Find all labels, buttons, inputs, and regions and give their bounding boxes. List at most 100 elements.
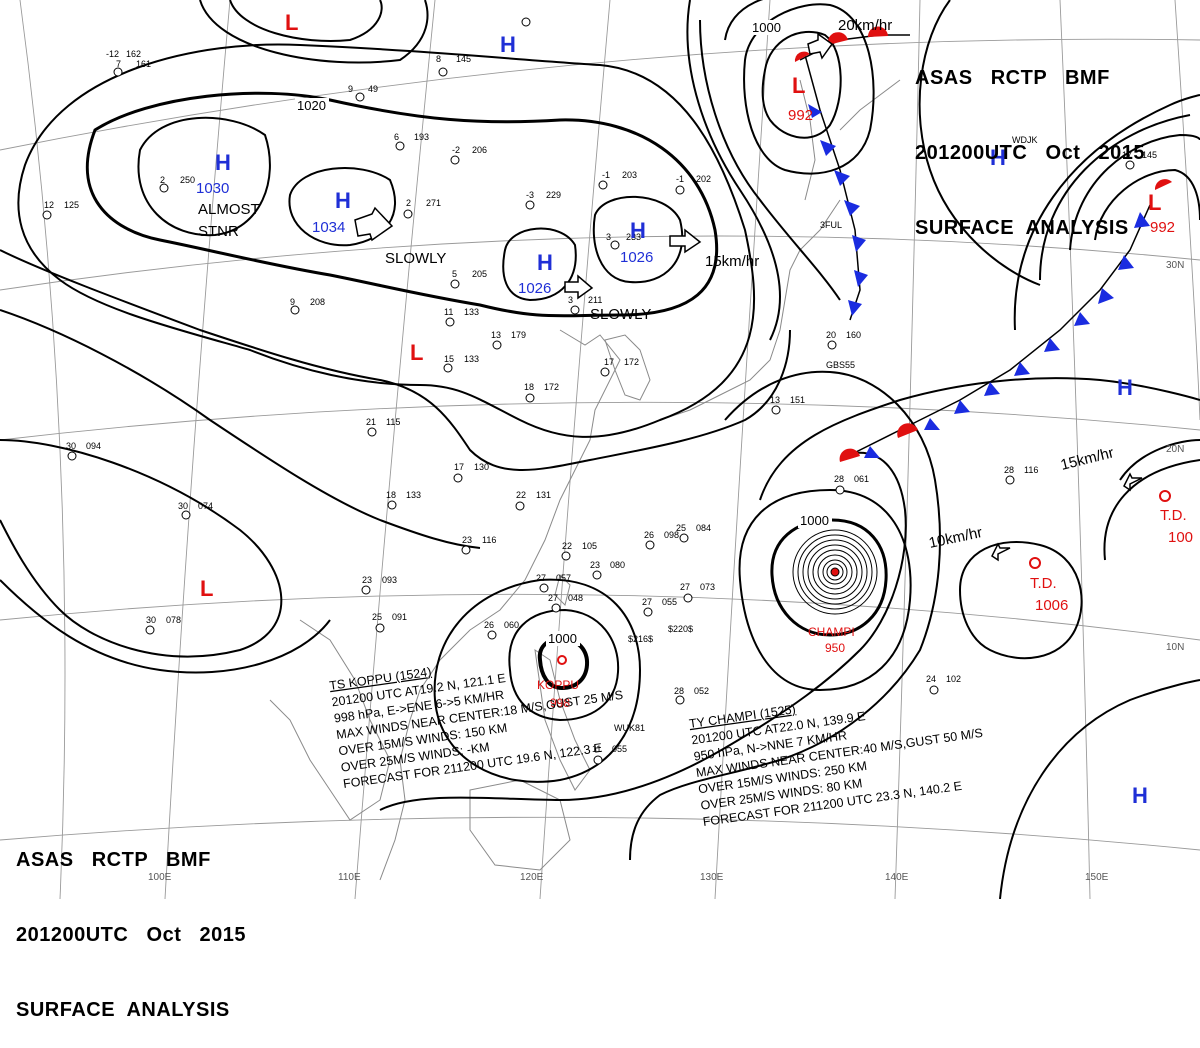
isobar-label-bg — [750, 20, 784, 35]
motion-label: 20km/hr — [838, 17, 892, 34]
front-triangle — [864, 446, 880, 458]
ship-id: WDJK — [1012, 135, 1038, 145]
tropical-depression-symbol — [1159, 490, 1171, 502]
isobar-east-high — [502, 227, 577, 302]
station-pressure: 115 — [386, 417, 400, 427]
station-pressure: 206 — [472, 145, 487, 155]
station-pressure: 133 — [464, 354, 479, 364]
station-temp: 18 — [386, 490, 396, 500]
station-circle — [835, 485, 845, 495]
front-triangle — [984, 382, 1000, 396]
station-temp: 30 — [146, 615, 156, 625]
footer-line-datetime: 201200UTC Oct 2015 — [16, 924, 247, 946]
front-semicircle — [794, 51, 810, 62]
station-circle — [1005, 475, 1015, 485]
champi-ring — [822, 559, 848, 585]
station-circle — [539, 583, 549, 593]
cold-front-line — [804, 54, 861, 321]
motion-label: 15km/hr — [705, 253, 759, 270]
high-pressure-marker: H — [335, 188, 351, 213]
station-pressure: 49 — [368, 84, 378, 94]
champi-eye — [830, 567, 840, 577]
champi-ring — [826, 563, 844, 581]
motion-arrow — [807, 32, 834, 60]
station-temp: 3 — [568, 295, 573, 305]
isobar-west-low — [0, 439, 283, 658]
station-circle — [771, 405, 781, 415]
station-temp: 7 — [116, 59, 121, 69]
isobar-label-bg — [546, 631, 580, 646]
meridian-90e — [19, 0, 66, 899]
station-circle — [551, 603, 561, 613]
ship-id: $220$ — [668, 624, 693, 634]
isobar-label: 1000 — [548, 631, 577, 646]
station-circle — [387, 500, 397, 510]
station-temp: 17 — [604, 357, 614, 367]
station-temp: 22 — [516, 490, 526, 500]
front-triangle — [820, 140, 836, 156]
pressure-value: 992 — [1150, 219, 1175, 236]
longitude-label: 100E — [148, 872, 172, 883]
station-temp: -1 — [602, 170, 610, 180]
meridian-140e — [894, 0, 921, 899]
station-pressure: 052 — [694, 686, 709, 696]
station-temp: 17 — [454, 462, 464, 472]
station-temp: -3 — [526, 190, 534, 200]
tropical-system-name: KOPPU — [537, 678, 579, 692]
front-semicircle — [897, 423, 918, 438]
isobar-north-low-3 — [724, 0, 764, 41]
parallel-30n — [0, 235, 1200, 291]
station-pressure: 102 — [946, 674, 961, 684]
isobar-north-low-4 — [699, 19, 841, 301]
isobar-south-2 — [0, 579, 331, 674]
champi-ring — [797, 534, 873, 610]
isobar-ne-low-2 — [1069, 133, 1200, 251]
tropical-system-pressure: 100 — [1168, 529, 1193, 546]
isobar-east-high-2 — [592, 195, 684, 284]
isobar-outer-1 — [17, 43, 756, 438]
isobar-south-3 — [379, 451, 907, 811]
station-pressure: 055 — [662, 597, 677, 607]
isobar-champi-outer-1 — [738, 488, 912, 692]
station-temp: 28 — [1004, 465, 1014, 475]
isobar-south-1 — [0, 309, 481, 549]
station-temp: 18 — [524, 382, 534, 392]
station-temp: 5 — [452, 269, 457, 279]
high-pressure-marker: H — [537, 250, 553, 275]
station-pressure: 116 — [1024, 465, 1038, 475]
isobar-koppu-mid — [508, 608, 620, 722]
header-line-datetime: 201200UTC Oct 2015 — [915, 142, 1146, 164]
station-temp: 28 — [834, 474, 844, 484]
parallel-20n — [0, 401, 1200, 441]
footer-line-agency: ASAS RCTP BMF — [16, 849, 211, 871]
meridian-100e — [164, 0, 231, 899]
isobar-north-low-5 — [686, 0, 781, 341]
isobar-north-low-2 — [743, 3, 875, 175]
front-semicircle — [867, 26, 888, 37]
longitude-label: 110E — [338, 872, 361, 883]
station-circle — [645, 540, 655, 550]
station-pressure: 271 — [426, 198, 441, 208]
meridian-110e — [354, 0, 436, 899]
low-pressure-marker: L — [792, 73, 805, 98]
champi-ring — [802, 539, 868, 605]
station-circle — [487, 630, 497, 640]
front-triangle — [1074, 312, 1090, 326]
station-circle — [598, 180, 608, 190]
longitude-label: 120E — [520, 872, 544, 883]
station-temp: 27 — [548, 593, 558, 603]
champi-core — [792, 529, 878, 615]
station-temp: 30 — [178, 501, 188, 511]
latitude-label: 10N — [1166, 642, 1184, 653]
station-pressure: 193 — [414, 132, 429, 142]
coast-taiwan — [554, 574, 571, 606]
front-triangle — [852, 235, 866, 252]
high-pressure-marker: H — [990, 145, 1006, 170]
station-temp: 23 — [462, 535, 472, 545]
isobars — [0, 0, 1200, 899]
front-triangle — [1134, 212, 1150, 228]
pressure-value: 1026 — [620, 249, 653, 266]
station-pressure: 161 — [136, 59, 151, 69]
isobar-nw-top — [229, 0, 383, 42]
